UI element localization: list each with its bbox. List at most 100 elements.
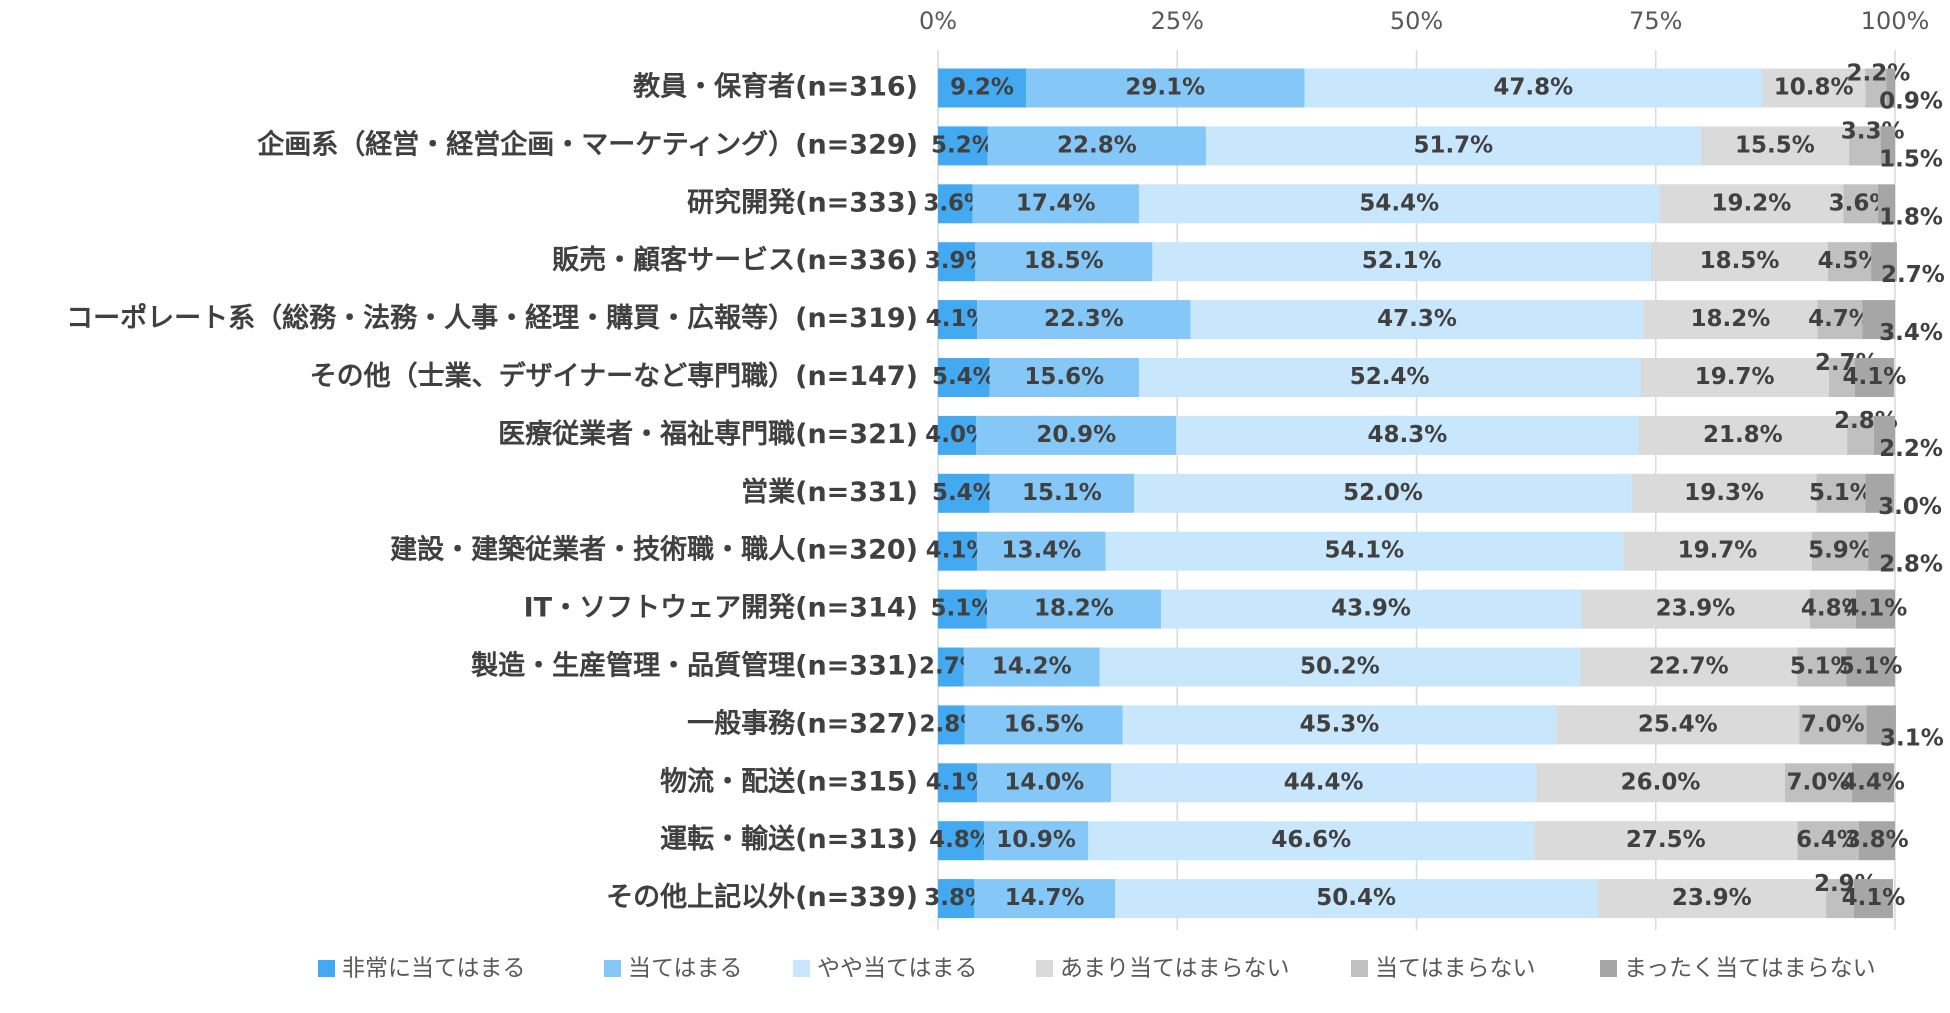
bar-segment — [1799, 705, 1867, 745]
data-label: 4.7% — [1808, 306, 1872, 332]
data-label: 1.8% — [1879, 204, 1943, 230]
data-label: 18.5% — [1024, 248, 1104, 274]
bar-segment — [938, 763, 978, 803]
x-tick-label: 50% — [1390, 7, 1443, 35]
data-label: 5.4% — [932, 364, 996, 390]
bar-segment — [1809, 589, 1856, 629]
data-label: 7.0% — [1787, 769, 1851, 795]
category-label: 一般事務(n=327) — [687, 707, 918, 739]
bar-segment — [1643, 300, 1818, 340]
category-label: その他上記以外(n=339) — [606, 881, 918, 913]
category-label: 医療従業者・福祉専門職(n=321) — [498, 419, 918, 450]
bar-segment — [1784, 763, 1852, 803]
bar-segment — [938, 126, 988, 166]
legend-swatch — [793, 960, 810, 977]
data-label: 5.1% — [1790, 654, 1854, 680]
bar-segment — [1138, 184, 1660, 224]
data-label: 22.7% — [1649, 654, 1729, 680]
bar-segment — [1122, 705, 1557, 745]
data-label: 9.2% — [950, 75, 1014, 101]
bar-segment — [1854, 358, 1895, 397]
data-label: 44.4% — [1284, 769, 1364, 795]
bar-segment — [977, 300, 1191, 340]
bar-segment — [1873, 415, 1895, 455]
data-label: 15.6% — [1024, 364, 1104, 390]
data-label: 25.4% — [1638, 711, 1718, 737]
data-label: 48.3% — [1368, 422, 1448, 448]
legend-label: あまり当てはまらない — [1060, 956, 1290, 982]
bar-segment — [938, 879, 975, 919]
bar-segment — [1847, 415, 1874, 455]
category-label: その他（士業、デザイナーなど専門職）(n=147) — [310, 360, 918, 392]
bar-segment — [1176, 415, 1639, 455]
bar-segment — [1115, 879, 1598, 919]
data-label: 3.4% — [1879, 320, 1943, 346]
bar-segment — [1152, 242, 1651, 282]
data-label: 14.7% — [1005, 885, 1085, 911]
x-tick-label: 0% — [919, 7, 957, 35]
bar-segment — [1650, 242, 1829, 282]
category-label: 研究開発(n=333) — [687, 186, 918, 218]
data-label: 43.9% — [1331, 596, 1411, 622]
data-label: 29.1% — [1125, 75, 1205, 101]
data-label: 23.9% — [1656, 596, 1736, 622]
data-label: 4.1% — [1843, 596, 1907, 622]
bar-segment — [1160, 589, 1582, 629]
data-label: 19.3% — [1684, 480, 1764, 506]
data-label: 14.2% — [992, 654, 1072, 680]
bar-segment — [1816, 473, 1866, 513]
x-tick-label: 25% — [1151, 7, 1204, 35]
data-label: 5.4% — [932, 480, 996, 506]
data-label: 4.4% — [1841, 769, 1905, 795]
bar-segment — [1851, 763, 1895, 803]
bar-segment — [1880, 126, 1895, 166]
bar-segment — [1868, 531, 1895, 571]
bar-segment — [938, 589, 987, 629]
legend-label: 非常に当てはまる — [342, 956, 526, 982]
category-label: 運転・輸送(n=313) — [660, 823, 918, 855]
legend-label: 当てはまらない — [1375, 956, 1536, 982]
data-label: 17.4% — [1016, 190, 1096, 216]
bar-segment — [1304, 68, 1762, 108]
data-label: 50.2% — [1300, 654, 1380, 680]
legend-swatch — [1351, 960, 1368, 977]
bar-segment — [938, 184, 973, 224]
category-label: 営業(n=331) — [741, 476, 918, 508]
bar-segment — [938, 647, 964, 687]
bar-segment — [989, 358, 1139, 397]
data-label: 3.8% — [1845, 827, 1909, 853]
data-label: 27.5% — [1626, 827, 1706, 853]
bar-segment — [1205, 126, 1701, 166]
data-label: 51.7% — [1413, 132, 1493, 158]
bar-segment — [1865, 473, 1895, 513]
bar-segment — [1828, 242, 1872, 282]
data-label: 3.0% — [1878, 494, 1942, 520]
bar-segment — [1700, 126, 1850, 166]
bar-segment — [1828, 358, 1855, 397]
legend-swatch — [318, 960, 335, 977]
bar-segment — [963, 647, 1100, 687]
bar-segment — [938, 705, 965, 745]
data-label: 5.1% — [1839, 654, 1903, 680]
bar-segment — [1640, 358, 1829, 397]
bar-segment — [1858, 821, 1895, 861]
data-label: 4.8% — [1801, 596, 1865, 622]
bar-segment — [1105, 531, 1624, 571]
data-label: 4.8% — [929, 827, 993, 853]
legend-label: まったく当てはまらない — [1624, 956, 1876, 982]
bar-segment — [1849, 126, 1881, 166]
bar-segment — [938, 242, 976, 282]
data-label: 6.4% — [1796, 827, 1860, 853]
data-label: 18.5% — [1700, 248, 1780, 274]
bar-segment — [1843, 184, 1878, 224]
data-label: 54.4% — [1359, 190, 1439, 216]
bar-segment — [977, 763, 1112, 803]
data-label: 26.0% — [1621, 769, 1701, 795]
data-label: 15.5% — [1735, 132, 1815, 158]
bar-segment — [938, 68, 1027, 108]
data-label: 22.3% — [1044, 306, 1124, 332]
bar-segment — [1099, 647, 1581, 687]
data-label: 54.1% — [1324, 538, 1404, 564]
bar-segment — [989, 473, 1135, 513]
